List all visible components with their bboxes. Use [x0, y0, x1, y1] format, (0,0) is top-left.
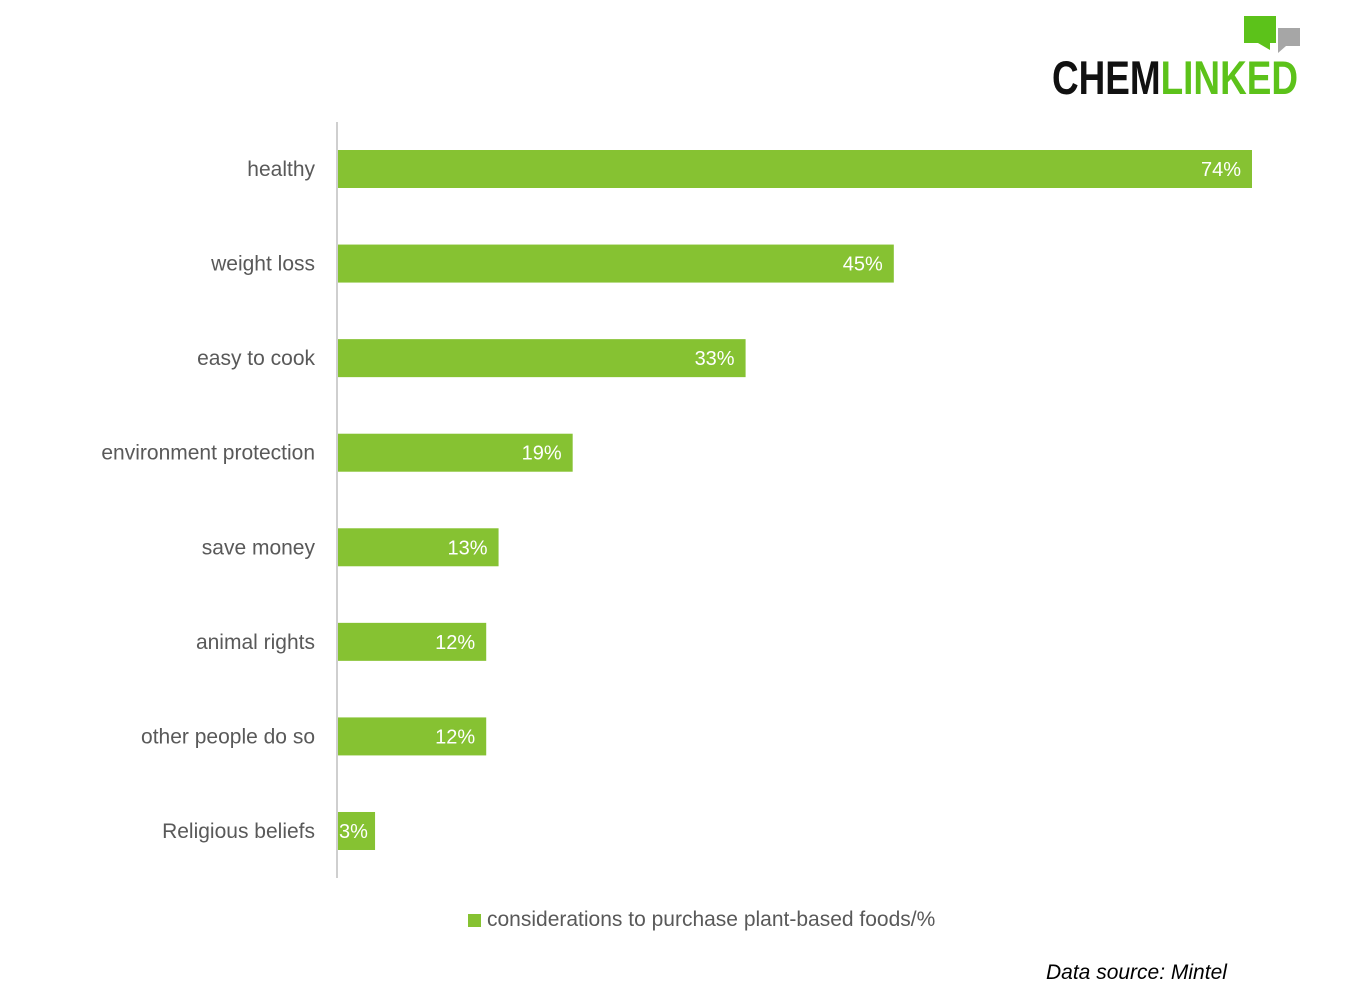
value-label-2: 33% [695, 348, 735, 370]
value-label-5: 12% [435, 632, 475, 654]
category-label-0: healthy [247, 158, 315, 181]
category-label-4: save money [202, 536, 316, 559]
bars-group: healthy 74% weight loss 45% easy to cook 33% e… [101, 150, 1252, 850]
legend-label: considerations to purchase plant-based f… [487, 908, 936, 931]
logo-text: CHEMLINKED [1052, 51, 1298, 100]
category-label-3: environment protection [101, 442, 315, 465]
category-label-5: animal rights [196, 631, 315, 654]
legend: considerations to purchase plant-based f… [468, 906, 935, 934]
speech-bubble-gray-tail [1278, 46, 1286, 53]
logo-text-chem: CHEM [1052, 51, 1161, 100]
category-label-2: easy to cook [197, 347, 315, 370]
value-label-1: 45% [843, 254, 883, 276]
chemlinked-logo: CHEMLINKED [1052, 16, 1300, 100]
category-label-6: other people do so [141, 725, 315, 748]
bar-2 [338, 339, 746, 378]
bar-4 [338, 528, 499, 567]
data-source-note: Data source: Mintel [1046, 961, 1227, 984]
value-label-7: 3% [339, 821, 368, 843]
bar-3 [338, 433, 573, 472]
legend-swatch [468, 913, 481, 927]
value-label-3: 19% [522, 443, 562, 465]
value-label-0: 74% [1201, 159, 1241, 181]
bar-5 [338, 622, 487, 661]
value-label-6: 12% [435, 726, 475, 748]
bar-0 [338, 150, 1252, 188]
bar-6 [338, 717, 487, 756]
category-label-1: weight loss [210, 253, 315, 276]
bar-1 [338, 244, 894, 283]
speech-bubble-gray-icon [1278, 28, 1300, 46]
speech-bubble-green-icon [1244, 16, 1276, 43]
value-label-4: 13% [448, 537, 488, 559]
logo-text-linked: LINKED [1161, 51, 1298, 100]
speech-bubble-green-tail [1258, 43, 1270, 50]
category-label-7: Religious beliefs [162, 820, 315, 843]
bar-7 [338, 811, 376, 850]
